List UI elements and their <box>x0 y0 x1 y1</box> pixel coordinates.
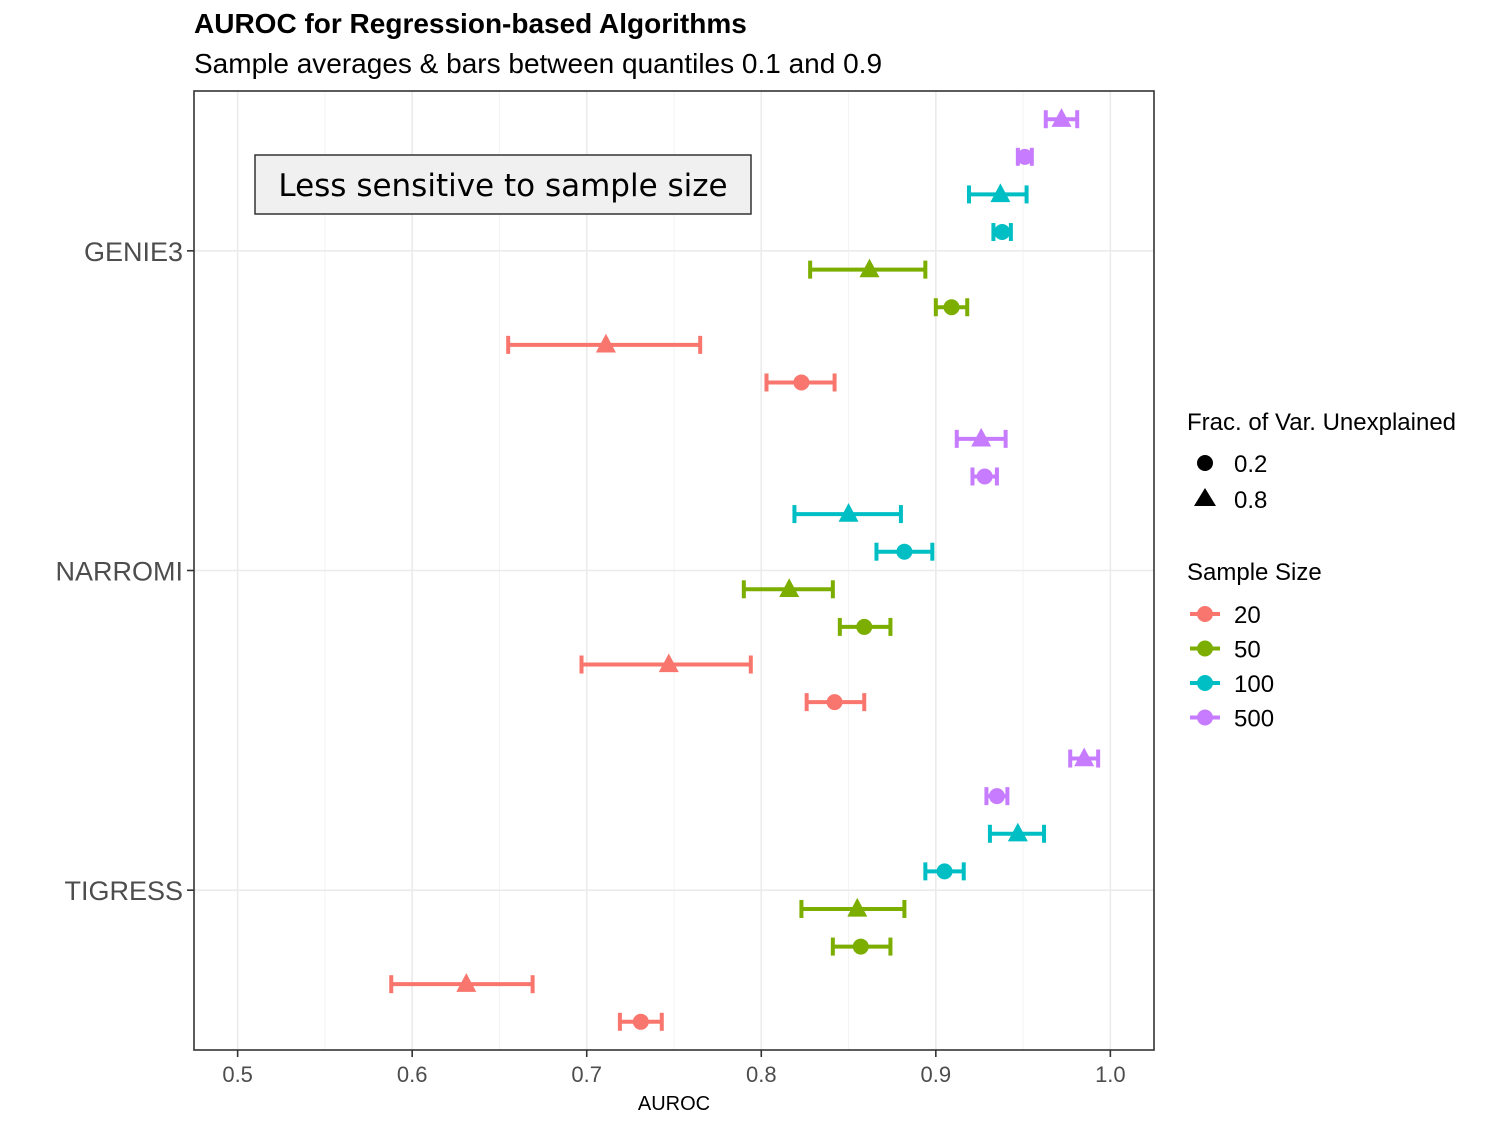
legend-key-point <box>1197 640 1213 657</box>
legend-key-point <box>1197 606 1213 622</box>
annotation-text: Less sensitive to sample size <box>278 168 727 204</box>
annotation-box: Less sensitive to sample size <box>254 154 752 215</box>
legend-label-sample-size: 500 <box>1234 706 1274 733</box>
legend-key-triangle <box>1194 488 1216 506</box>
legend-key-point <box>1197 675 1213 691</box>
mean-point-circle <box>1016 148 1033 165</box>
mean-point-triangle <box>847 897 868 917</box>
mean-point-triangle <box>971 427 992 447</box>
legend-key-circle <box>1197 455 1213 471</box>
mean-point-circle <box>988 788 1005 805</box>
chart-marks <box>389 108 1101 1031</box>
legend-title-frac: Frac. of Var. Unexplained <box>1187 409 1456 436</box>
grid-lines <box>194 91 1154 1050</box>
mean-point-circle <box>976 468 993 485</box>
legend-label-frac: 0.2 <box>1234 451 1267 478</box>
mean-point-circle <box>793 374 810 391</box>
legend-key-point <box>1197 709 1213 726</box>
mean-point-triangle <box>1074 747 1095 767</box>
mean-point-circle <box>856 618 873 635</box>
legend-label-frac: 0.8 <box>1234 487 1267 514</box>
x-tick-label: 0.6 <box>397 1062 428 1087</box>
mean-point-triangle <box>1007 822 1028 842</box>
mean-point-triangle <box>658 653 679 673</box>
chart-subtitle: Sample averages & bars between quantiles… <box>194 48 883 79</box>
legend-title-sample-size: Sample Size <box>1187 559 1322 586</box>
x-tick-label: 0.9 <box>921 1062 952 1087</box>
y-tick-label: TIGRESS <box>64 876 183 906</box>
axes: 0.5 0.6 0.7 0.8 0.9 1.0 AUROC TIGRESS NARROMI GEN… <box>56 237 1126 1115</box>
mean-point-triangle <box>595 333 616 353</box>
y-tick-label: NARROMI <box>56 557 184 587</box>
mean-point-circle <box>852 938 869 955</box>
legend-label-sample-size: 50 <box>1234 637 1261 664</box>
mean-point-triangle <box>456 973 477 992</box>
mean-point-triangle <box>1051 108 1072 127</box>
x-tick-label: 1.0 <box>1095 1062 1126 1087</box>
mean-point-circle <box>994 224 1011 241</box>
chart-title: AUROC for Regression-based Algorithms <box>194 8 747 39</box>
mean-point-circle <box>826 694 843 711</box>
mean-point-triangle <box>779 578 800 597</box>
annotation-box-border <box>254 154 752 215</box>
mean-point-triangle <box>990 183 1011 203</box>
x-tick-label: 0.8 <box>746 1062 777 1087</box>
x-tick-label: 0.7 <box>571 1062 602 1087</box>
y-tick-label: GENIE3 <box>84 237 183 267</box>
legend-label-sample-size: 100 <box>1234 671 1274 698</box>
mean-point-circle <box>943 299 960 316</box>
mean-point-circle <box>896 543 913 560</box>
mean-point-circle <box>632 1013 649 1030</box>
x-tick-label: 0.5 <box>222 1062 253 1087</box>
mean-point-triangle <box>859 258 880 278</box>
legend: Frac. of Var. Unexplained 0.2 0.8 Sample Si… <box>1187 409 1456 733</box>
x-axis-title: AUROC <box>638 1093 710 1115</box>
mean-point-triangle <box>838 503 859 522</box>
legend-label-sample-size: 20 <box>1234 602 1261 629</box>
mean-point-circle <box>936 863 953 880</box>
